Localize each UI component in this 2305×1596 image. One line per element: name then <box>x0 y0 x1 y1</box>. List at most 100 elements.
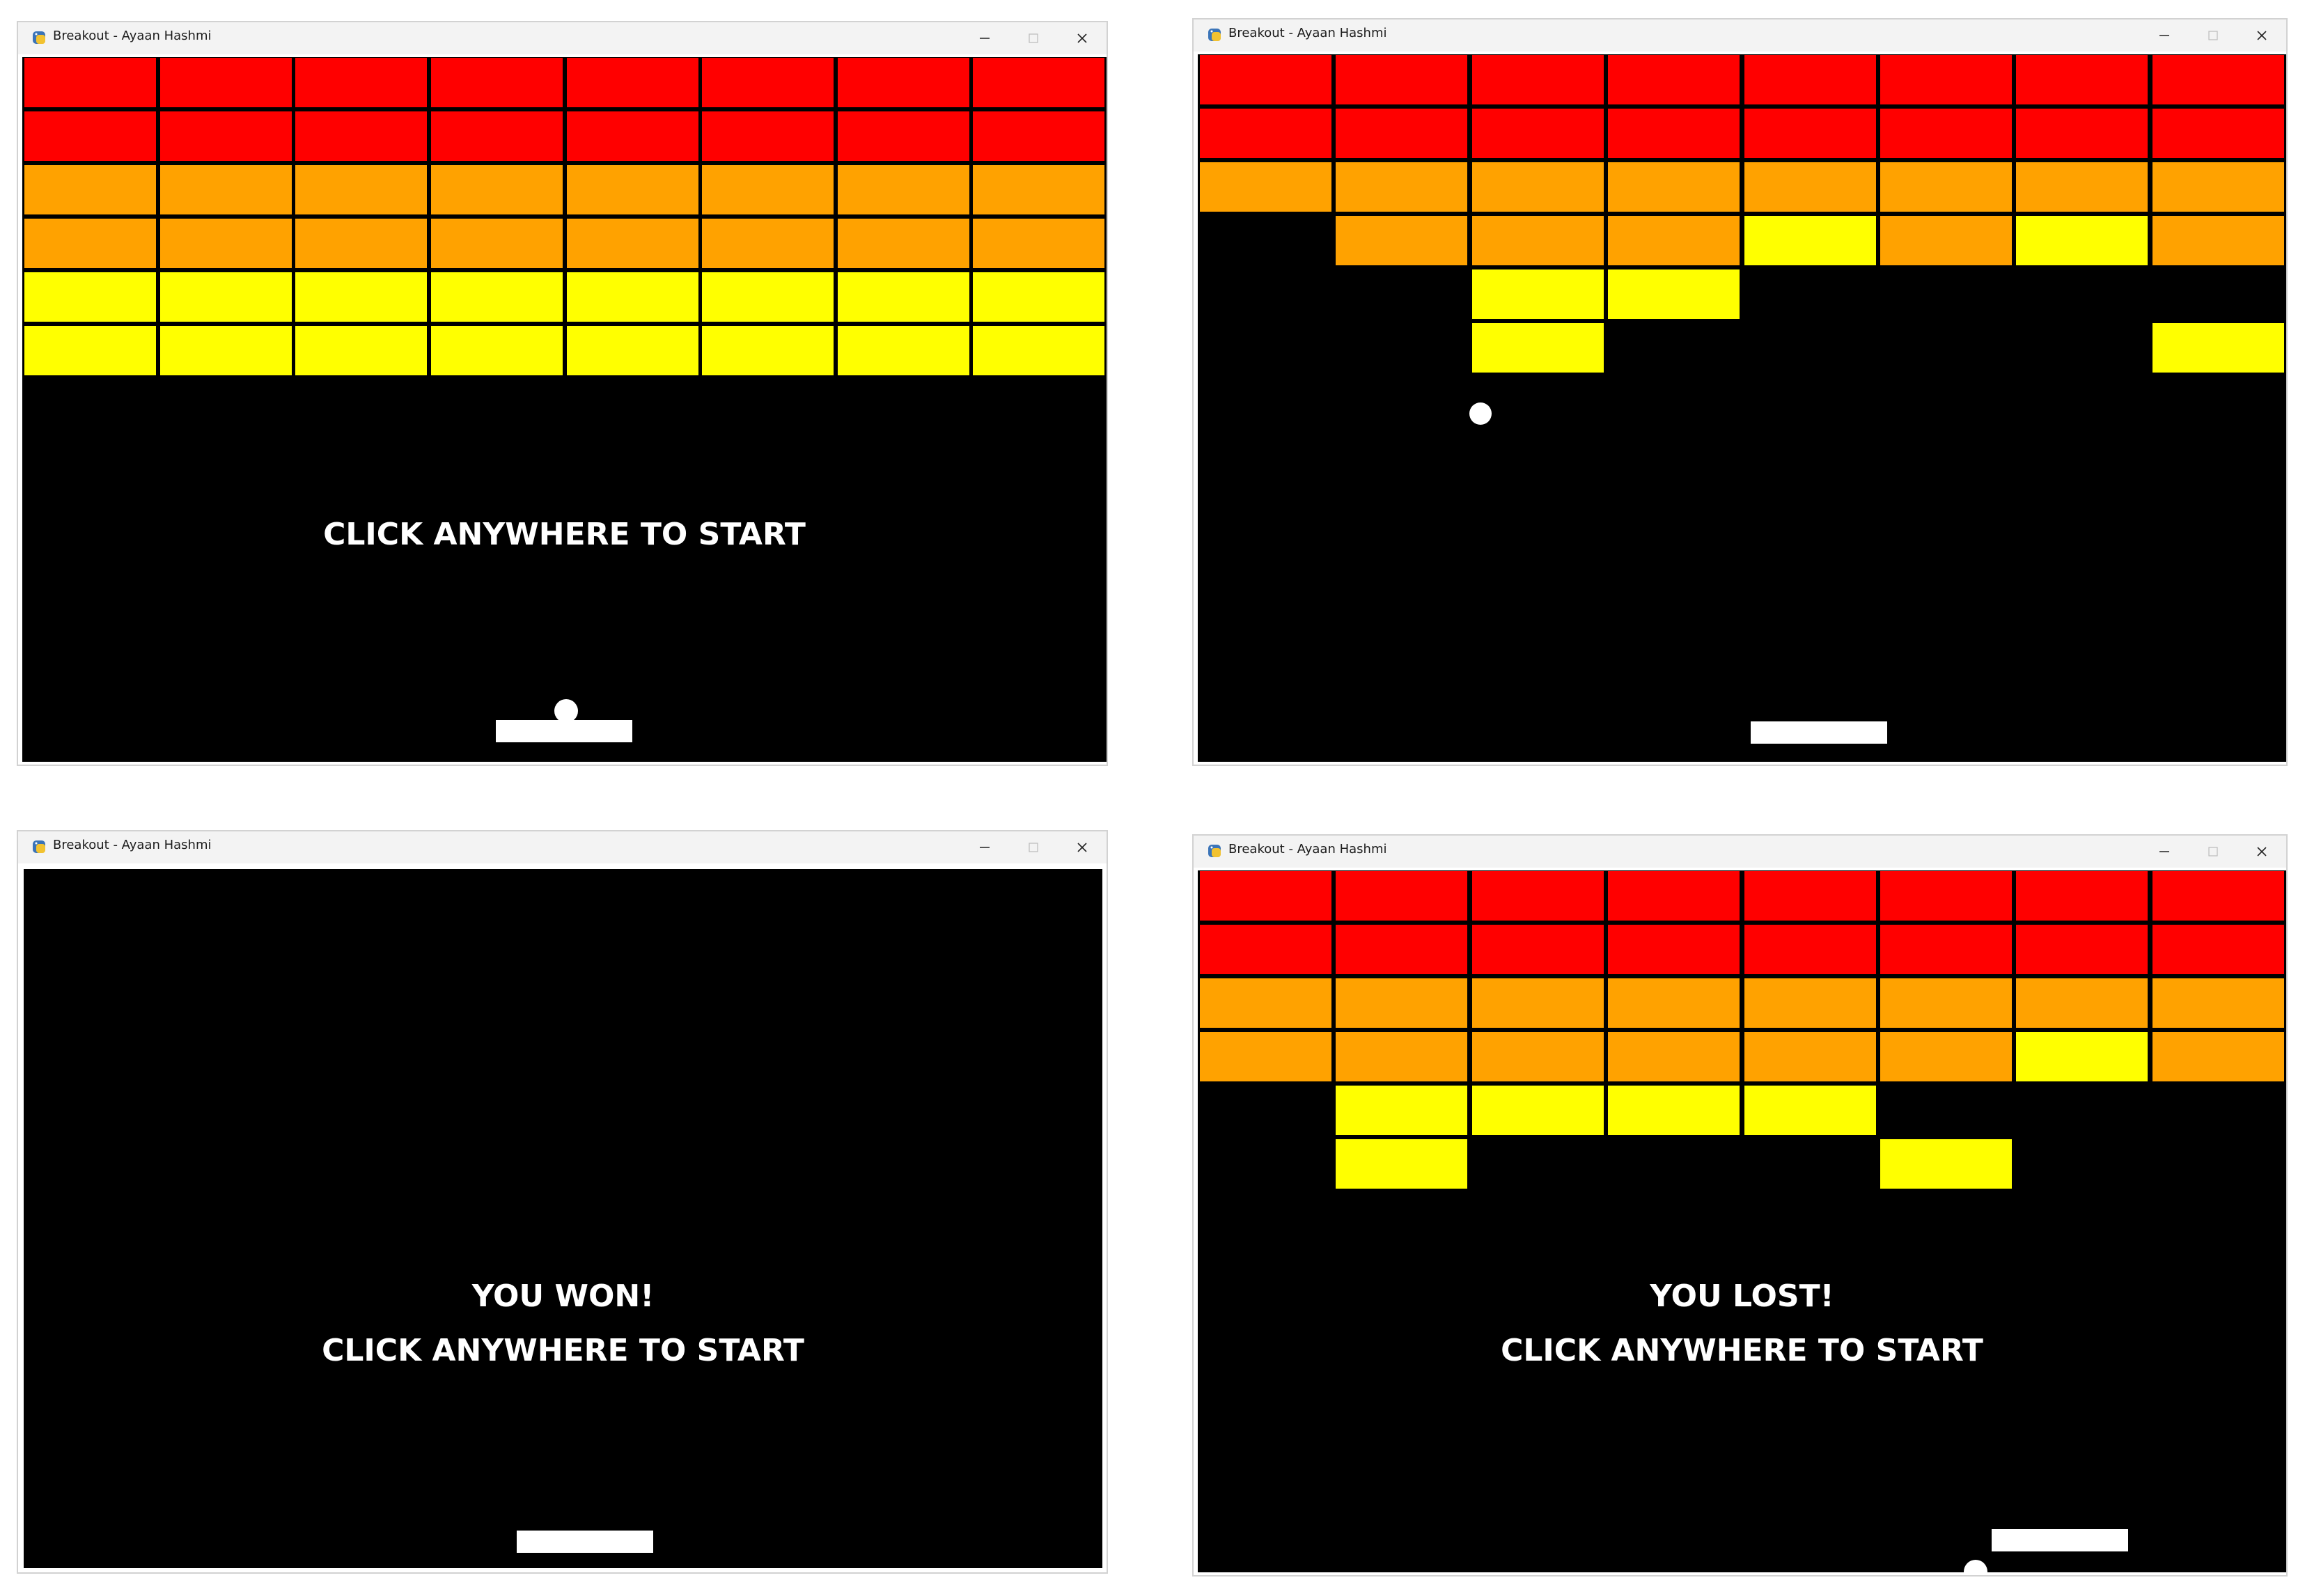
brick <box>1604 921 1743 978</box>
brick <box>292 215 430 272</box>
brick <box>563 215 702 272</box>
brick <box>157 162 295 218</box>
game-canvas[interactable]: CLICK ANYWHERE TO START <box>22 57 1107 762</box>
brick <box>1469 159 1607 215</box>
brick <box>698 108 837 164</box>
python-pygame-icon <box>1208 29 1221 41</box>
game-canvas[interactable] <box>1198 54 2286 762</box>
brick <box>1877 870 2015 924</box>
brick <box>2149 54 2286 108</box>
brick <box>2149 212 2286 269</box>
brick <box>1198 870 1335 924</box>
brick <box>2149 105 2286 162</box>
brick <box>834 162 973 218</box>
brick <box>1332 975 1471 1031</box>
brick <box>1469 1028 1607 1085</box>
brick <box>1604 159 1743 215</box>
brick <box>1604 870 1743 924</box>
close-button[interactable] <box>2237 19 2286 52</box>
maximize-button[interactable] <box>2189 836 2237 868</box>
result-message: YOU WON! <box>471 1278 655 1314</box>
game-canvas[interactable]: YOU LOST! CLICK ANYWHERE TO START <box>1198 870 2286 1572</box>
brick <box>1332 870 1471 924</box>
brick <box>1741 1028 1880 1085</box>
window-title: Breakout - Ayaan Hashmi <box>1228 26 1387 40</box>
close-button[interactable] <box>1058 831 1107 863</box>
window-title: Breakout - Ayaan Hashmi <box>53 29 212 43</box>
close-icon <box>1077 843 1087 852</box>
brick <box>2149 975 2286 1031</box>
brick <box>1604 266 1743 322</box>
minimize-button[interactable] <box>960 831 1009 863</box>
brick <box>1198 921 1335 978</box>
brick <box>292 162 430 218</box>
brick <box>1198 1028 1335 1085</box>
title-bar[interactable]: Breakout - Ayaan Hashmi <box>18 831 1107 863</box>
ball <box>1964 1560 1987 1572</box>
python-pygame-icon <box>33 31 45 44</box>
brick <box>22 57 159 111</box>
title-bar[interactable]: Breakout - Ayaan Hashmi <box>18 22 1107 54</box>
close-button[interactable] <box>1058 22 1107 54</box>
game-window-in-play: Breakout - Ayaan Hashmi <box>1192 18 2288 766</box>
brick <box>1741 870 1880 924</box>
brick <box>1741 921 1880 978</box>
brick <box>1332 212 1471 269</box>
brick <box>428 162 566 218</box>
game-canvas[interactable]: YOU WON! CLICK ANYWHERE TO START <box>24 869 1102 1568</box>
brick <box>157 322 295 379</box>
brick <box>834 322 973 379</box>
paddle[interactable] <box>517 1531 653 1553</box>
maximize-button[interactable] <box>2189 19 2237 52</box>
close-button[interactable] <box>2237 836 2286 868</box>
brick <box>563 322 702 379</box>
maximize-button[interactable] <box>1009 22 1058 54</box>
brick <box>1332 54 1471 108</box>
brick <box>1469 105 1607 162</box>
minimize-icon <box>980 847 990 848</box>
maximize-button[interactable] <box>1009 831 1058 863</box>
brick <box>1741 54 1880 108</box>
brick <box>2013 54 2151 108</box>
brick <box>1877 1136 2015 1192</box>
maximize-icon <box>1029 33 1038 43</box>
brick <box>834 215 973 272</box>
title-bar[interactable]: Breakout - Ayaan Hashmi <box>1194 836 2286 868</box>
brick <box>292 322 430 379</box>
brick <box>1877 54 2015 108</box>
brick <box>157 108 295 164</box>
brick <box>698 57 837 111</box>
paddle[interactable] <box>496 720 632 742</box>
title-bar[interactable]: Breakout - Ayaan Hashmi <box>1194 19 2286 52</box>
brick <box>1469 266 1607 322</box>
brick <box>22 108 159 164</box>
brick <box>563 162 702 218</box>
minimize-icon <box>2159 35 2169 36</box>
brick <box>428 215 566 272</box>
brick <box>2013 1028 2151 1085</box>
minimize-button[interactable] <box>2140 836 2189 868</box>
minimize-icon <box>980 38 990 39</box>
brick <box>1332 105 1471 162</box>
brick <box>1604 1082 1743 1139</box>
brick <box>969 322 1107 379</box>
brick <box>428 322 566 379</box>
window-title: Breakout - Ayaan Hashmi <box>53 838 212 852</box>
minimize-button[interactable] <box>2140 19 2189 52</box>
brick <box>969 162 1107 218</box>
brick <box>1877 159 2015 215</box>
brick <box>1604 975 1743 1031</box>
paddle[interactable] <box>1751 721 1887 744</box>
brick <box>1741 975 1880 1031</box>
brick <box>1332 921 1471 978</box>
paddle[interactable] <box>1992 1529 2128 1551</box>
brick <box>1741 105 1880 162</box>
brick <box>2013 921 2151 978</box>
brick <box>157 57 295 111</box>
minimize-button[interactable] <box>960 22 1009 54</box>
brick <box>1604 212 1743 269</box>
brick <box>1469 975 1607 1031</box>
brick <box>1877 212 2015 269</box>
start-message: CLICK ANYWHERE TO START <box>322 1333 804 1368</box>
brick <box>698 322 837 379</box>
